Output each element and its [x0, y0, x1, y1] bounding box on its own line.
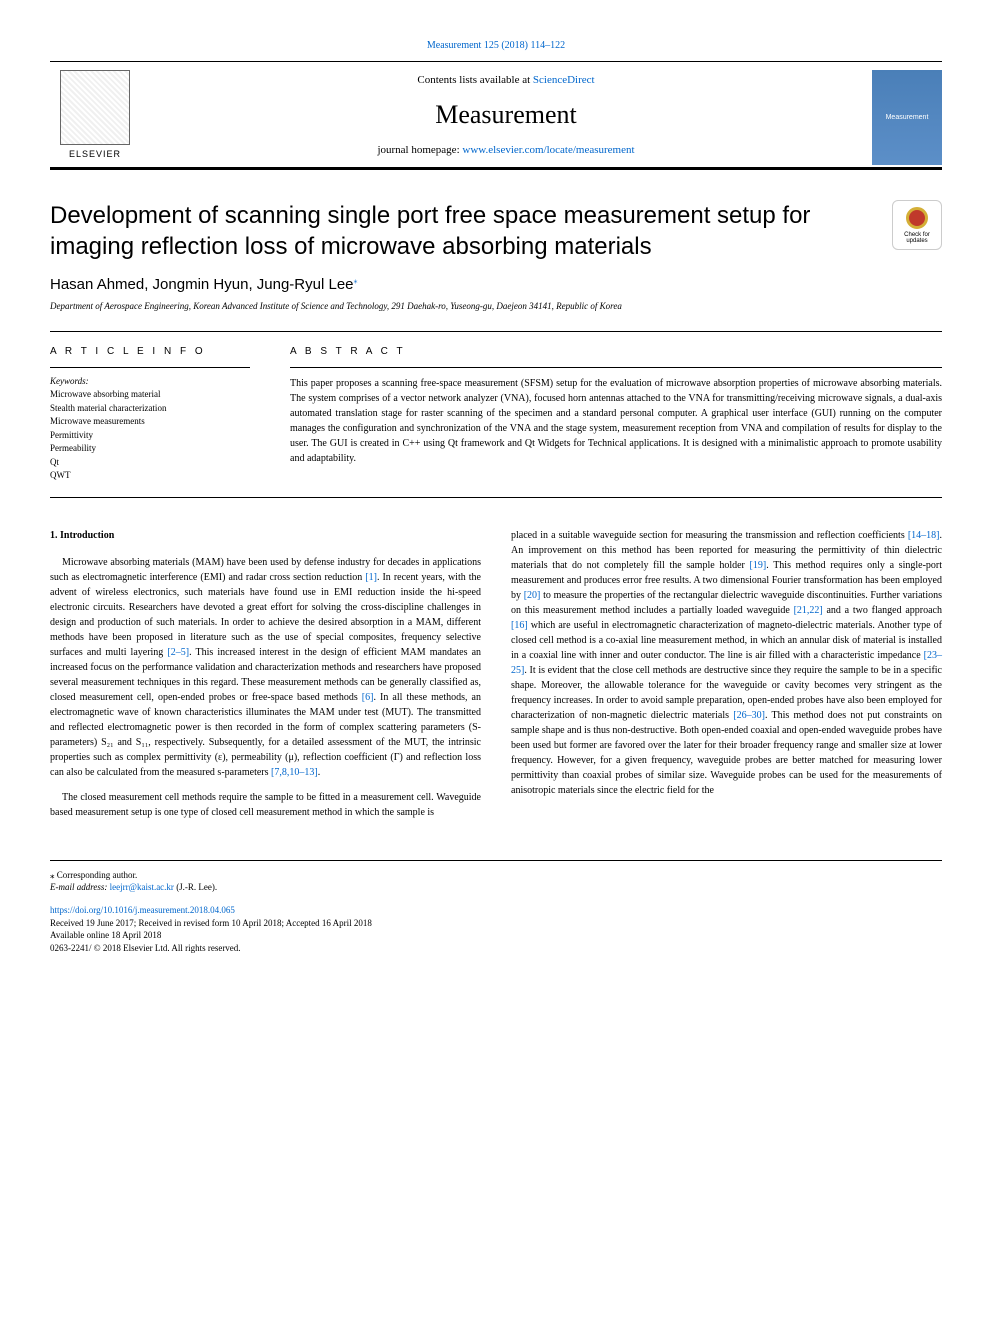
- elsevier-tree-icon: [60, 70, 130, 145]
- keyword: Qt: [50, 456, 250, 470]
- publisher-logo-block: ELSEVIER: [50, 70, 140, 167]
- paragraph: placed in a suitable waveguide section f…: [511, 528, 942, 798]
- abstract-text: This paper proposes a scanning free-spac…: [290, 376, 942, 466]
- body-columns: 1. Introduction Microwave absorbing mate…: [50, 528, 942, 830]
- left-column: 1. Introduction Microwave absorbing mate…: [50, 528, 481, 830]
- citation-ref[interactable]: [16]: [511, 620, 528, 631]
- authors: Hasan Ahmed, Jongmin Hyun, Jung-Ryul Lee…: [50, 276, 942, 293]
- citation-link[interactable]: Measurement 125 (2018) 114–122: [427, 40, 565, 51]
- authors-list: Hasan Ahmed, Jongmin Hyun, Jung-Ryul Lee: [50, 276, 354, 293]
- footer: ⁎ Corresponding author. E-mail address: …: [50, 860, 942, 955]
- updates-badge-icon: [906, 207, 928, 229]
- copyright-line: 0263-2241/ © 2018 Elsevier Ltd. All righ…: [50, 942, 942, 955]
- journal-cover-thumbnail: Measurement: [872, 70, 942, 165]
- cover-label: Measurement: [886, 114, 929, 121]
- right-column: placed in a suitable waveguide section f…: [511, 528, 942, 830]
- citation-ref[interactable]: [14–18]: [908, 530, 940, 541]
- info-abstract-block: A R T I C L E I N F O Keywords: Microwav…: [50, 331, 942, 498]
- citation-ref[interactable]: [6]: [362, 692, 374, 703]
- badge-line2: updates: [906, 238, 927, 244]
- homepage-link[interactable]: www.elsevier.com/locate/measurement: [462, 144, 634, 156]
- paragraph: The closed measurement cell methods requ…: [50, 790, 481, 820]
- citation-ref[interactable]: [2–5]: [167, 647, 189, 658]
- abstract-heading: A B S T R A C T: [290, 346, 942, 357]
- text-run: . In all these methods, an electromagnet…: [50, 692, 481, 778]
- keyword: Stealth material characterization: [50, 402, 250, 416]
- keyword: Permittivity: [50, 429, 250, 443]
- abstract-column: A B S T R A C T This paper proposes a sc…: [290, 346, 942, 483]
- doi-link[interactable]: https://doi.org/10.1016/j.measurement.20…: [50, 905, 235, 915]
- citation-ref[interactable]: [7,8,10–13]: [271, 767, 318, 778]
- divider: [50, 367, 250, 368]
- section-heading: 1. Introduction: [50, 528, 481, 543]
- keywords-list: Microwave absorbing material Stealth mat…: [50, 388, 250, 483]
- text-run: placed in a suitable waveguide section f…: [511, 530, 908, 541]
- contents-line: Contents lists available at ScienceDirec…: [140, 74, 872, 86]
- homepage-line: journal homepage: www.elsevier.com/locat…: [140, 144, 872, 156]
- keywords-label: Keywords:: [50, 376, 250, 386]
- homepage-prefix: journal homepage:: [377, 144, 462, 156]
- received-line: Received 19 June 2017; Received in revis…: [50, 917, 942, 930]
- citation-ref[interactable]: [19]: [750, 560, 767, 571]
- journal-header: ELSEVIER Contents lists available at Sci…: [50, 61, 942, 170]
- contents-prefix: Contents lists available at: [417, 74, 532, 86]
- citation-ref[interactable]: [21,22]: [794, 605, 823, 616]
- paragraph: Microwave absorbing materials (MAM) have…: [50, 555, 481, 780]
- email-suffix: (J.-R. Lee).: [174, 882, 217, 892]
- text-run: . In recent years, with the advent of wi…: [50, 572, 481, 658]
- text-run: which are useful in electromagnetic char…: [511, 620, 942, 661]
- corresponding-note: ⁎ Corresponding author.: [50, 869, 942, 882]
- affiliation: Department of Aerospace Engineering, Kor…: [50, 301, 942, 311]
- available-line: Available online 18 April 2018: [50, 929, 942, 942]
- journal-citation: Measurement 125 (2018) 114–122: [50, 40, 942, 51]
- journal-header-center: Contents lists available at ScienceDirec…: [140, 70, 872, 167]
- journal-name: Measurement: [140, 100, 872, 130]
- email-line: E-mail address: leejrr@kaist.ac.kr (J.-R…: [50, 881, 942, 894]
- text-run: and a two flanged approach: [823, 605, 942, 616]
- keyword: Permeability: [50, 442, 250, 456]
- citation-ref[interactable]: [1]: [365, 572, 377, 583]
- divider: [290, 367, 942, 368]
- publisher-name: ELSEVIER: [69, 149, 121, 159]
- citation-ref[interactable]: [26–30]: [733, 710, 765, 721]
- keyword: QWT: [50, 469, 250, 483]
- article-info-column: A R T I C L E I N F O Keywords: Microwav…: [50, 346, 250, 483]
- doi-line: https://doi.org/10.1016/j.measurement.20…: [50, 904, 942, 917]
- article-info-heading: A R T I C L E I N F O: [50, 346, 250, 357]
- citation-ref[interactable]: [20]: [524, 590, 541, 601]
- check-updates-badge[interactable]: Check for updates: [892, 200, 942, 250]
- article-title: Development of scanning single port free…: [50, 200, 872, 262]
- keyword: Microwave measurements: [50, 415, 250, 429]
- email-label: E-mail address:: [50, 882, 110, 892]
- text-run: .: [318, 767, 321, 778]
- email-link[interactable]: leejrr@kaist.ac.kr: [110, 882, 174, 892]
- sciencedirect-link[interactable]: ScienceDirect: [533, 74, 595, 86]
- keyword: Microwave absorbing material: [50, 388, 250, 402]
- title-row: Development of scanning single port free…: [50, 200, 942, 262]
- text-run: . This method does not put constraints o…: [511, 710, 942, 796]
- corresponding-marker[interactable]: ⁎: [354, 276, 358, 285]
